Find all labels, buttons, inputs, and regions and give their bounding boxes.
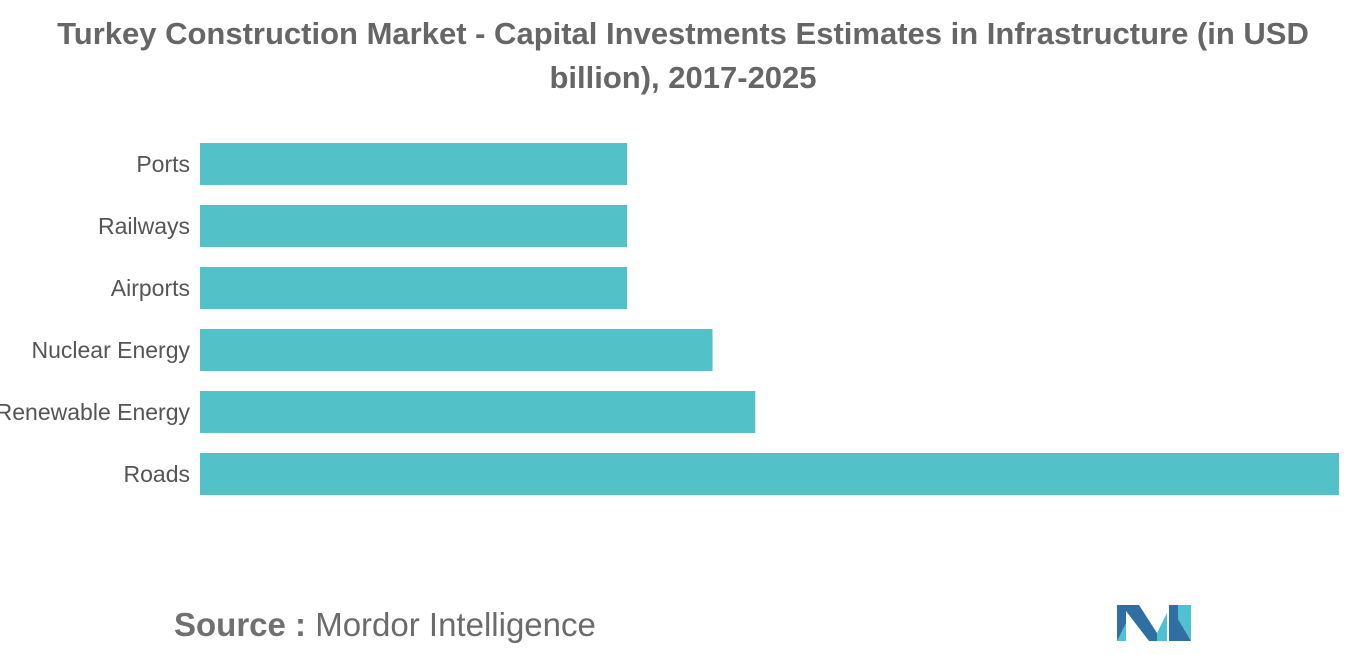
chart-title: Turkey Construction Market - Capital Inv… (57, 16, 1309, 95)
bar-nuclear-energy (200, 329, 713, 371)
bar-ports (200, 143, 628, 185)
bar-airports (200, 267, 628, 309)
category-label-renewable-energy: Renewable Energy (0, 399, 190, 425)
category-label-roads: Roads (124, 461, 190, 487)
bar-roads (200, 453, 1339, 495)
category-label-railways: Railways (98, 213, 190, 239)
category-label-nuclear-energy: Nuclear Energy (31, 337, 190, 363)
category-label-airports: Airports (111, 275, 190, 301)
source-label: Source : (174, 606, 307, 643)
bar-renewable-energy (200, 391, 756, 433)
category-label-ports: Ports (136, 151, 190, 177)
bar-railways (200, 205, 628, 247)
source-credit: Source : Mordor Intelligence (174, 606, 596, 644)
source-name: Mordor Intelligence (315, 606, 596, 643)
mordor-intelligence-logo-icon (1117, 605, 1191, 641)
